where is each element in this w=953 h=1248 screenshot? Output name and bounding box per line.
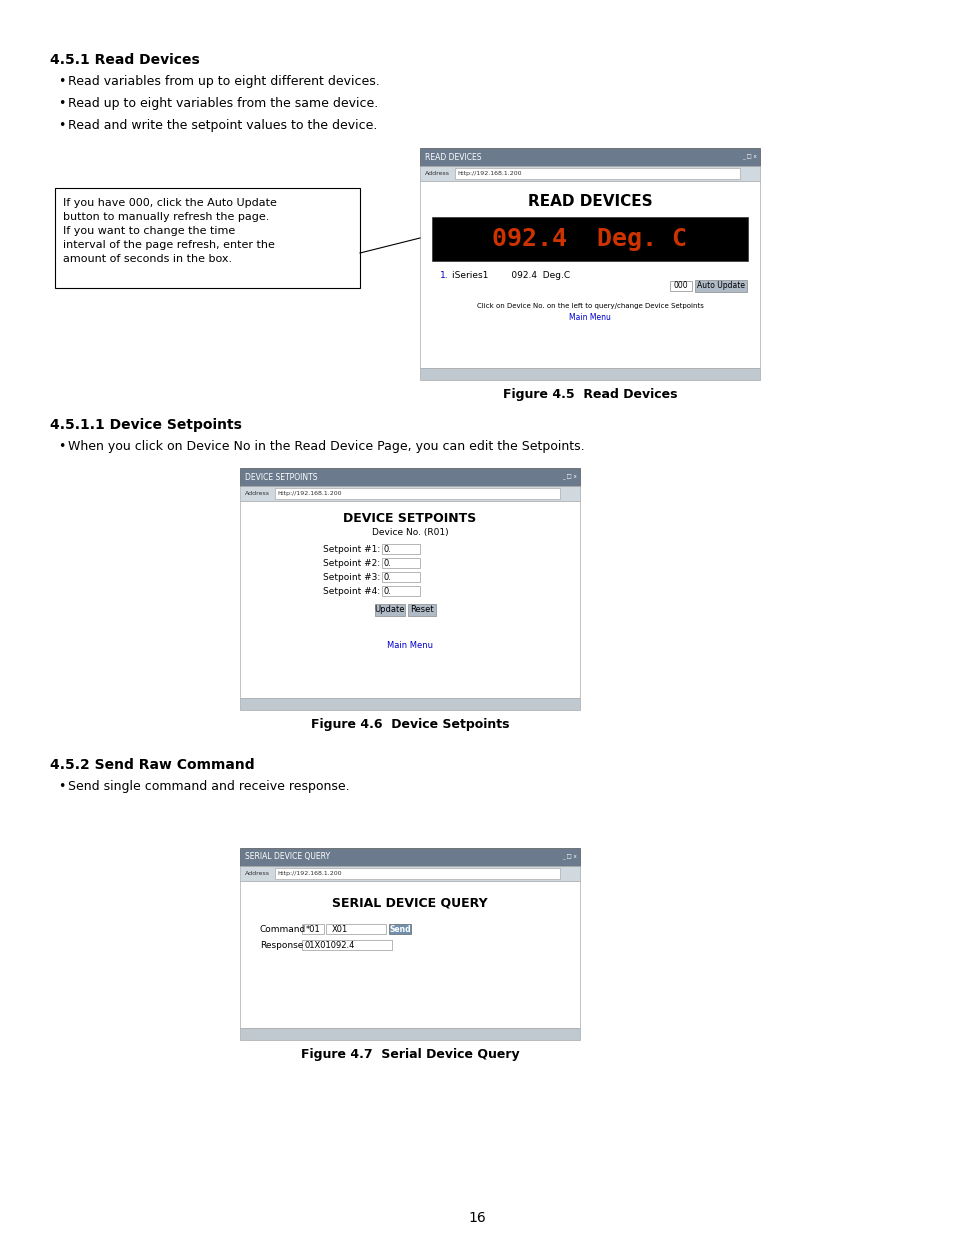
Text: 0.: 0. [384, 587, 392, 595]
FancyBboxPatch shape [695, 280, 746, 292]
FancyBboxPatch shape [381, 572, 419, 582]
FancyBboxPatch shape [274, 869, 559, 879]
Text: Figure 4.7  Serial Device Query: Figure 4.7 Serial Device Query [300, 1048, 518, 1061]
Text: _ □ x: _ □ x [561, 854, 577, 860]
FancyBboxPatch shape [240, 881, 579, 1028]
FancyBboxPatch shape [326, 924, 386, 934]
Text: If you have 000, click the Auto Update
button to manually refresh the page.
If y: If you have 000, click the Auto Update b… [63, 198, 276, 265]
FancyBboxPatch shape [408, 604, 436, 617]
Text: 01X01092.4: 01X01092.4 [305, 941, 355, 950]
Text: Figure 4.5  Read Devices: Figure 4.5 Read Devices [502, 388, 677, 401]
Text: 0.: 0. [384, 544, 392, 554]
FancyBboxPatch shape [381, 587, 419, 597]
Text: _ □ x: _ □ x [741, 155, 757, 160]
Text: Setpoint #1:: Setpoint #1: [322, 544, 379, 554]
Text: http://192.168.1.200: http://192.168.1.200 [276, 490, 341, 495]
Text: •: • [58, 780, 66, 792]
FancyBboxPatch shape [240, 698, 579, 710]
Text: iSeries1        092.4  Deg.C: iSeries1 092.4 Deg.C [452, 272, 570, 281]
FancyBboxPatch shape [419, 181, 760, 368]
FancyBboxPatch shape [419, 368, 760, 379]
FancyBboxPatch shape [381, 558, 419, 568]
Text: 0.: 0. [384, 559, 392, 568]
Text: Setpoint #4:: Setpoint #4: [322, 587, 379, 595]
FancyBboxPatch shape [669, 281, 691, 291]
Text: •: • [58, 441, 66, 453]
Text: *01: *01 [305, 925, 320, 934]
Text: •: • [58, 75, 66, 89]
Text: •: • [58, 119, 66, 132]
Text: Address: Address [245, 871, 270, 876]
Text: Main Menu: Main Menu [387, 641, 433, 650]
FancyBboxPatch shape [240, 866, 579, 881]
FancyBboxPatch shape [240, 500, 579, 698]
Text: Click on Device No. on the left to query/change Device Setpoints: Click on Device No. on the left to query… [476, 303, 702, 310]
FancyBboxPatch shape [274, 488, 559, 499]
FancyBboxPatch shape [302, 924, 324, 934]
FancyBboxPatch shape [55, 188, 359, 288]
Text: Figure 4.6  Device Setpoints: Figure 4.6 Device Setpoints [311, 718, 509, 731]
FancyBboxPatch shape [432, 217, 747, 261]
Text: 092.4  Deg. C: 092.4 Deg. C [492, 227, 687, 251]
Text: Send single command and receive response.: Send single command and receive response… [68, 780, 349, 792]
Text: Auto Update: Auto Update [697, 282, 744, 291]
Text: Read variables from up to eight different devices.: Read variables from up to eight differen… [68, 75, 379, 89]
Text: http://192.168.1.200: http://192.168.1.200 [456, 171, 521, 176]
FancyBboxPatch shape [240, 1028, 579, 1040]
FancyBboxPatch shape [240, 847, 579, 866]
Text: DEVICE SETPOINTS: DEVICE SETPOINTS [343, 513, 476, 525]
Text: When you click on Device No in the Read Device Page, you can edit the Setpoints.: When you click on Device No in the Read … [68, 441, 584, 453]
Text: Update: Update [375, 605, 405, 614]
Text: Device No. (R01): Device No. (R01) [372, 528, 448, 538]
Text: Command: Command [260, 925, 306, 934]
FancyBboxPatch shape [302, 940, 392, 950]
Text: READ DEVICES: READ DEVICES [527, 193, 652, 208]
FancyBboxPatch shape [419, 166, 760, 181]
FancyBboxPatch shape [381, 544, 419, 554]
Text: DEVICE SETPOINTS: DEVICE SETPOINTS [245, 473, 317, 482]
Text: 0.: 0. [384, 573, 392, 582]
Text: •: • [58, 97, 66, 110]
Text: SERIAL DEVICE QUERY: SERIAL DEVICE QUERY [245, 852, 330, 861]
Text: 16: 16 [468, 1211, 485, 1226]
Text: Setpoint #3:: Setpoint #3: [322, 573, 379, 582]
Text: Main Menu: Main Menu [569, 313, 610, 322]
Text: 4.5.1.1 Device Setpoints: 4.5.1.1 Device Setpoints [50, 418, 242, 432]
Text: Send: Send [389, 925, 411, 934]
Text: 4.5.2 Send Raw Command: 4.5.2 Send Raw Command [50, 758, 254, 773]
Text: X01: X01 [332, 925, 348, 934]
Text: 1.: 1. [439, 272, 448, 281]
FancyBboxPatch shape [375, 604, 405, 617]
FancyBboxPatch shape [389, 924, 411, 934]
Text: _ □ x: _ □ x [561, 474, 577, 479]
Text: Read and write the setpoint values to the device.: Read and write the setpoint values to th… [68, 119, 377, 132]
Text: Address: Address [245, 490, 270, 495]
Text: Response: Response [260, 941, 303, 950]
Text: Address: Address [424, 171, 450, 176]
Text: READ DEVICES: READ DEVICES [424, 152, 481, 161]
FancyBboxPatch shape [240, 468, 579, 485]
FancyBboxPatch shape [240, 485, 579, 500]
Text: http://192.168.1.200: http://192.168.1.200 [276, 871, 341, 876]
FancyBboxPatch shape [419, 149, 760, 166]
Text: Read up to eight variables from the same device.: Read up to eight variables from the same… [68, 97, 377, 110]
Text: Setpoint #2:: Setpoint #2: [322, 559, 379, 568]
Text: 000: 000 [673, 282, 688, 291]
Text: SERIAL DEVICE QUERY: SERIAL DEVICE QUERY [332, 896, 487, 910]
Text: Reset: Reset [410, 605, 434, 614]
Text: 4.5.1 Read Devices: 4.5.1 Read Devices [50, 52, 199, 67]
FancyBboxPatch shape [455, 168, 740, 178]
